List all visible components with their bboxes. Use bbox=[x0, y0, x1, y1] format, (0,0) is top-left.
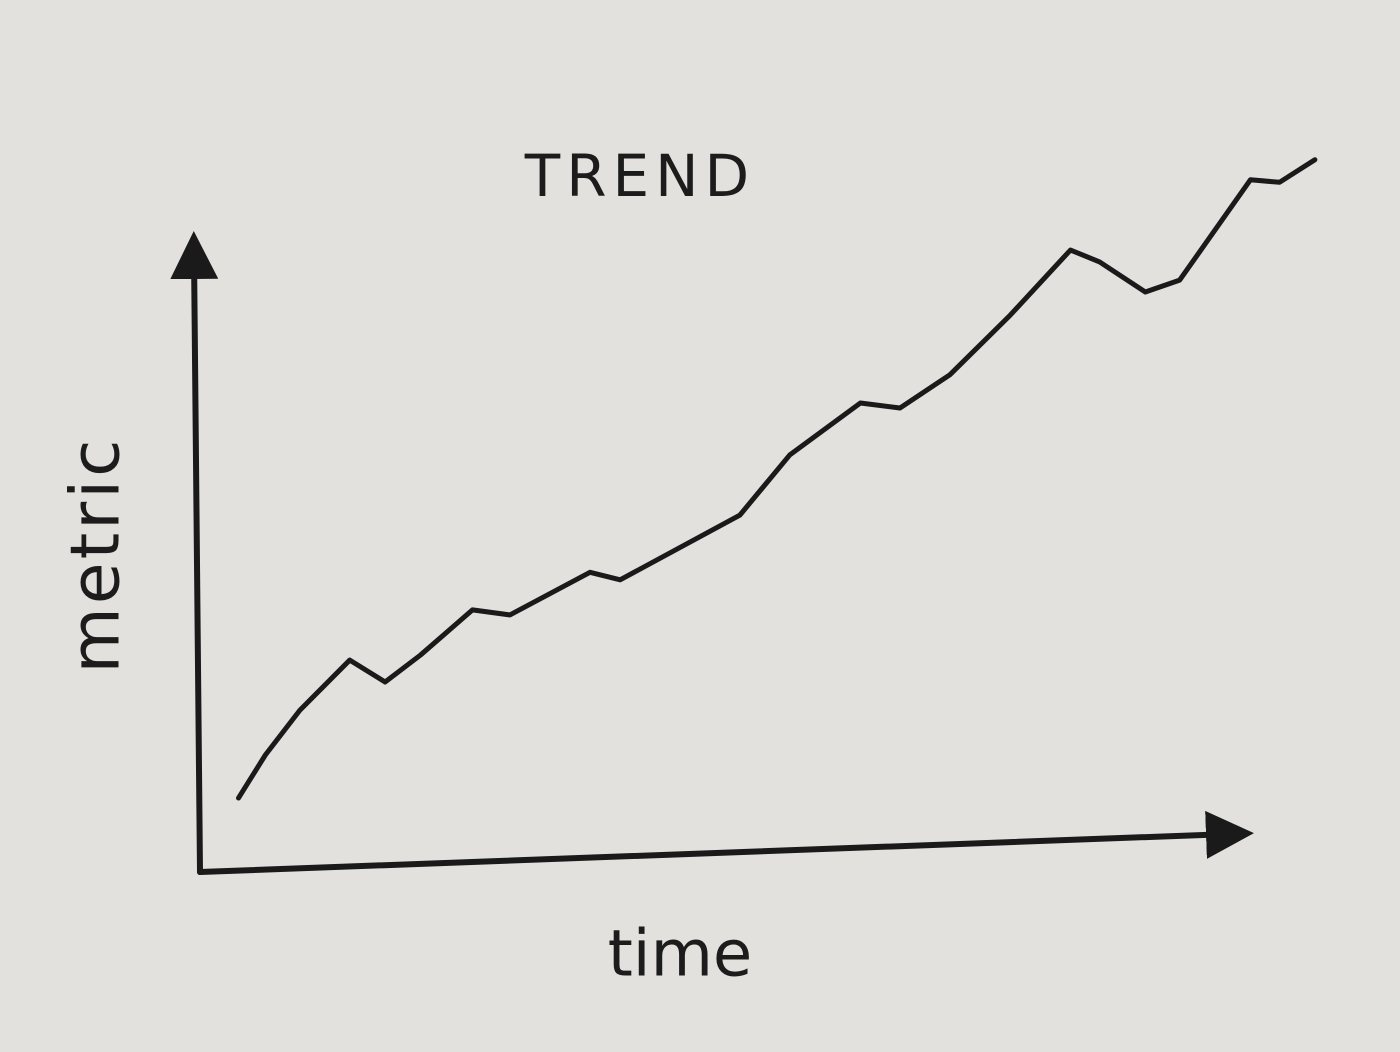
chart-title: TREND bbox=[524, 142, 755, 210]
trend-line bbox=[235, 157, 1318, 801]
x-axis-label: time bbox=[608, 918, 753, 992]
y-axis bbox=[170, 231, 219, 875]
x-axis bbox=[197, 810, 1254, 875]
y-axis-label: metric bbox=[57, 437, 136, 674]
